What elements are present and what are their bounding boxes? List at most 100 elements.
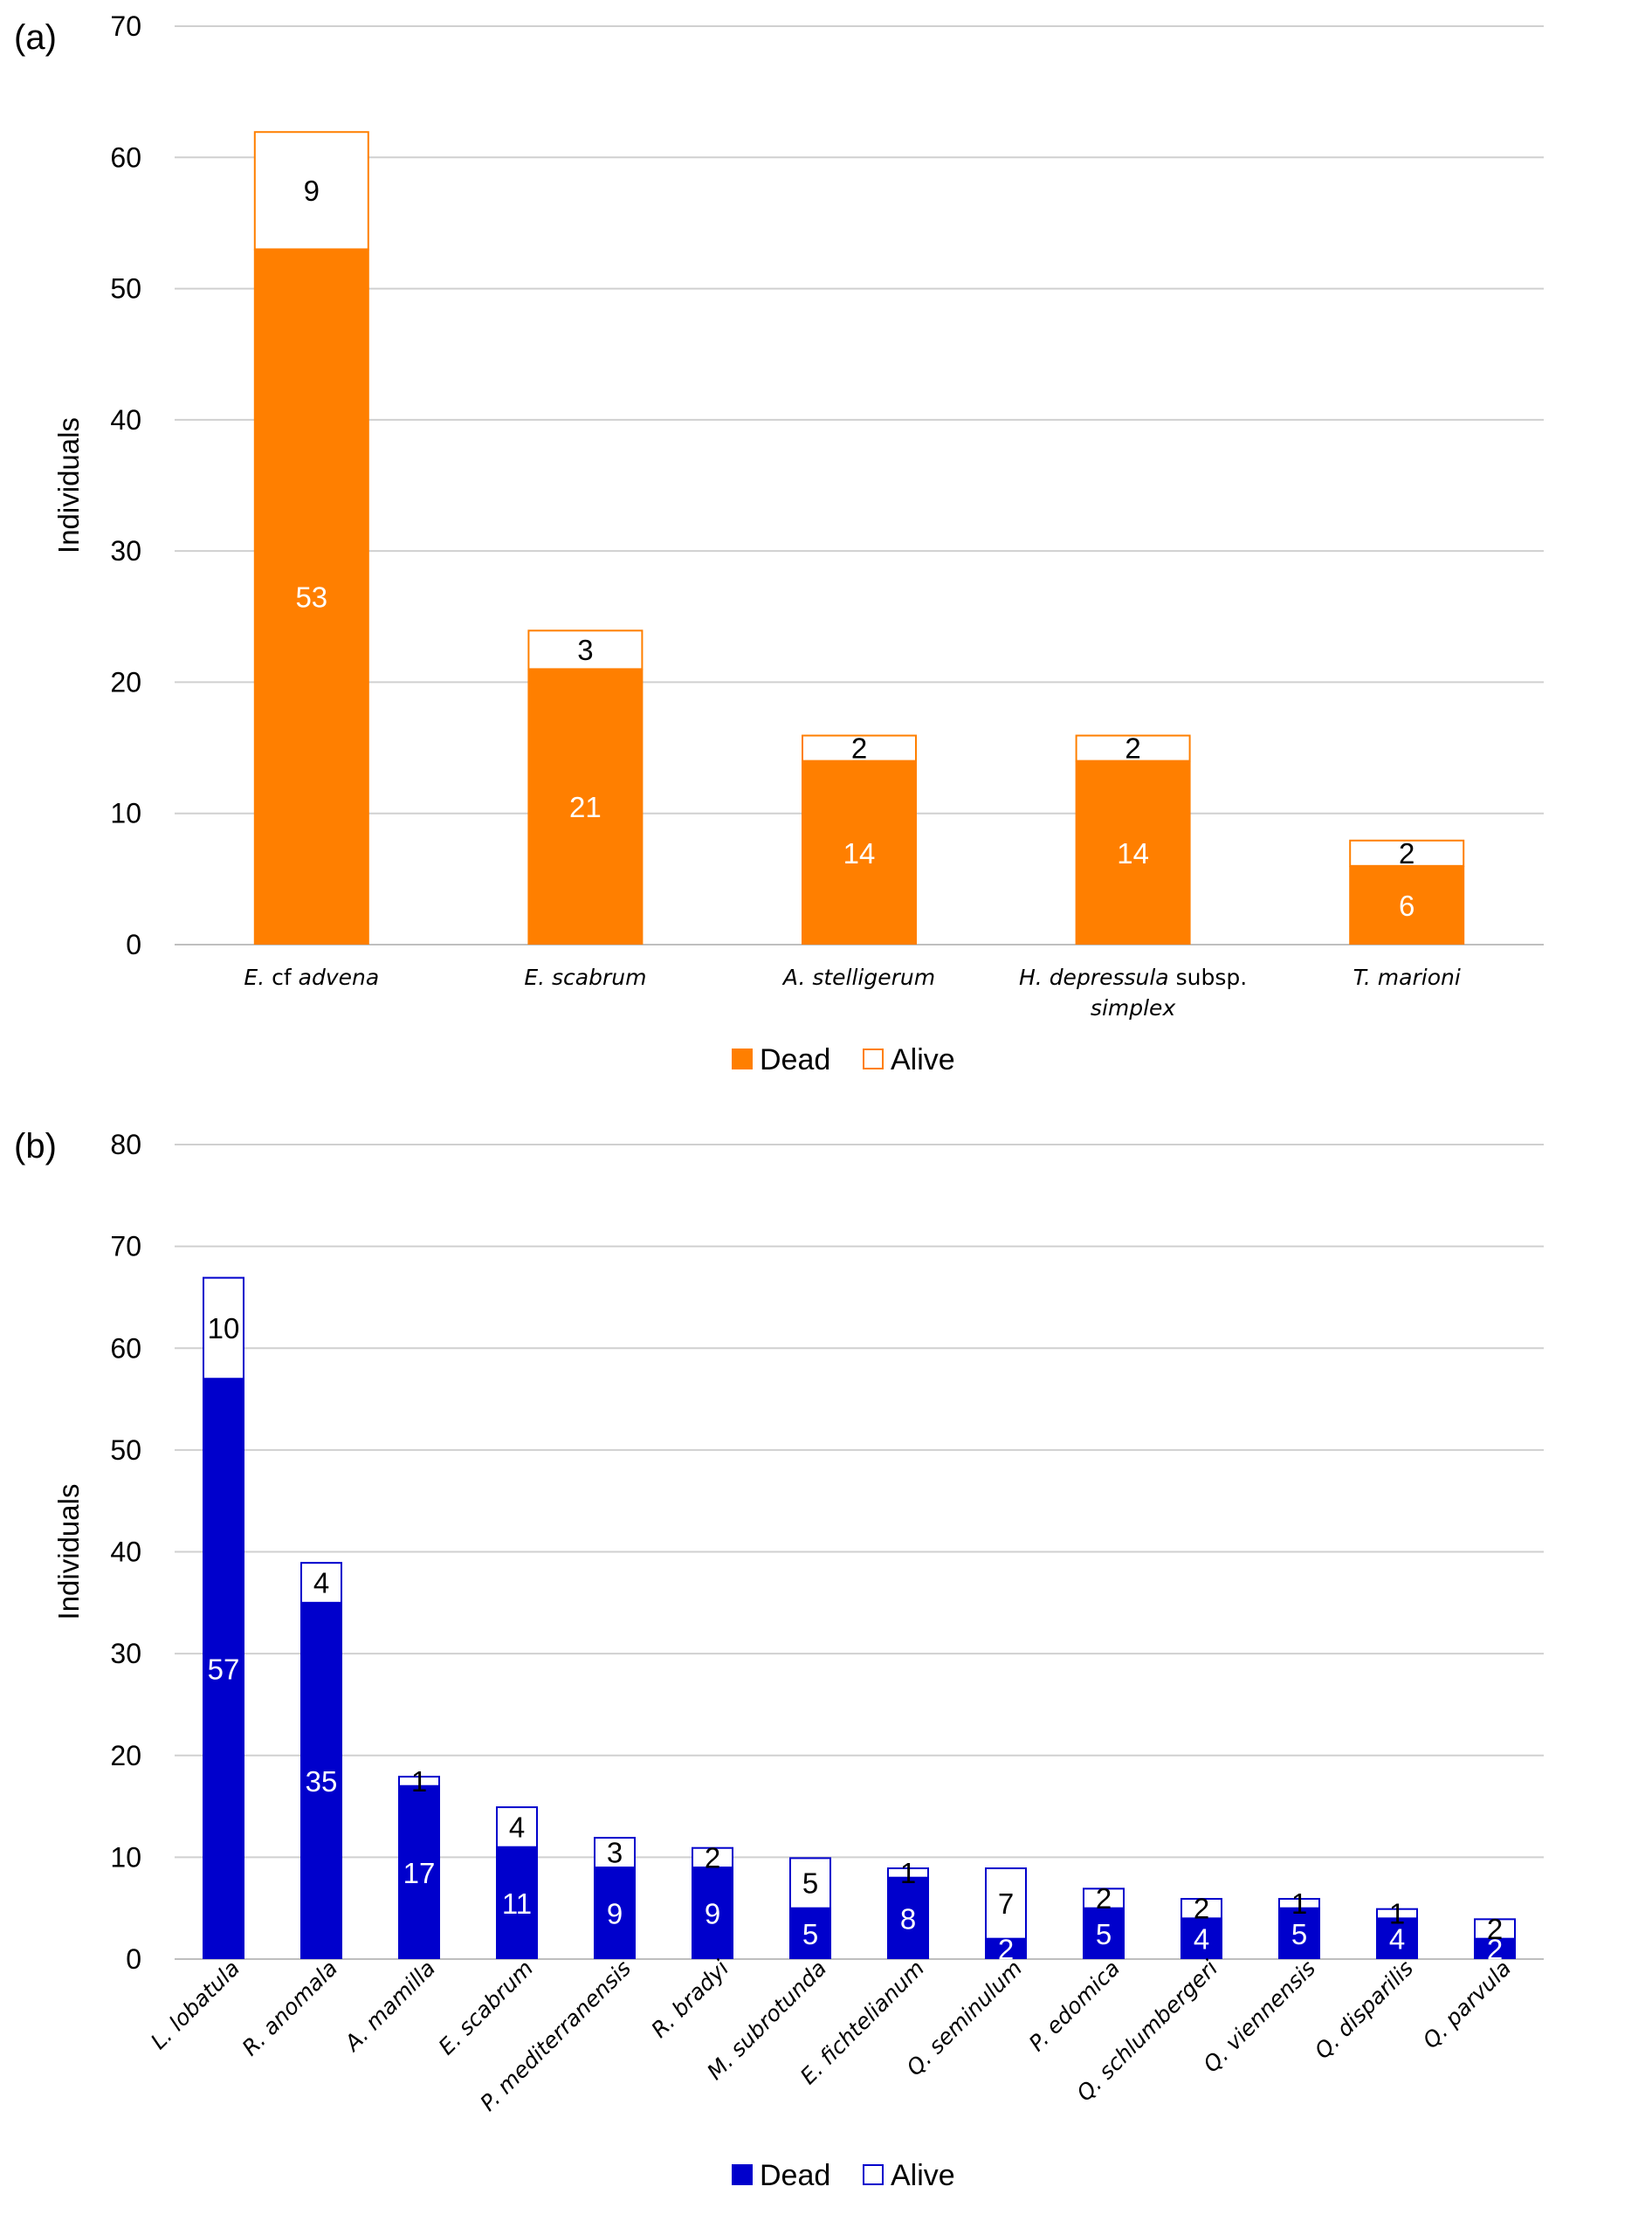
- data-label-dead: 9: [705, 1898, 720, 1930]
- bar-alive-r-bradyi: [692, 1846, 733, 1869]
- data-label-dead: 5: [1096, 1918, 1112, 1950]
- data-label-dead: 53: [295, 581, 327, 614]
- bar-dead-e-cf-advena: [253, 249, 369, 945]
- data-label-alive: 1: [1389, 1898, 1405, 1930]
- data-label-dead: 4: [1389, 1923, 1405, 1956]
- y-tick-label: 50: [110, 1434, 141, 1466]
- data-label-alive: 5: [802, 1867, 818, 1900]
- y-tick-label: 40: [110, 404, 141, 436]
- x-tick-label-line2: simplex: [1091, 995, 1176, 1021]
- bar-alive-a-mamilla: [398, 1776, 440, 1787]
- y-tick-label: 20: [110, 666, 141, 698]
- data-label-alive: 2: [1194, 1893, 1209, 1925]
- legend-label-alive: Alive: [891, 2159, 955, 2192]
- bar-dead-e-scabrum: [527, 669, 644, 945]
- legend-swatch-alive: [863, 1049, 884, 1069]
- legend: Dead Alive: [732, 1043, 955, 1076]
- data-label-alive: 2: [705, 1841, 720, 1874]
- bar-dead-q-disparilis: [1376, 1918, 1418, 1959]
- data-label-alive: 4: [509, 1811, 525, 1843]
- bar-alive-r-anomala: [300, 1562, 342, 1604]
- data-label-dead: 5: [1291, 1918, 1307, 1950]
- data-label-alive: 3: [577, 634, 593, 666]
- legend-label-dead: Dead: [760, 1043, 830, 1076]
- bar-alive-e-scabrum: [527, 629, 644, 670]
- data-label-alive: 7: [998, 1887, 1014, 1920]
- bar-alive-e-cf-advena: [253, 131, 369, 251]
- bar-dead-q-viennensis: [1278, 1908, 1320, 1959]
- bar-alive-m-subrotunda: [789, 1857, 831, 1909]
- bar-dead-h-depressula-subsp-simplex: [1075, 760, 1191, 945]
- x-tick-label: T. marioni: [1353, 965, 1461, 990]
- legend: Dead Alive: [732, 2159, 955, 2192]
- legend-swatch-alive: [863, 2164, 884, 2185]
- data-label-dead: 17: [403, 1857, 436, 1889]
- data-label-dead: 5: [802, 1918, 818, 1950]
- y-tick-label: 30: [110, 1638, 141, 1669]
- data-label-dead: 8: [900, 1902, 916, 1935]
- bar-dead-m-subrotunda: [789, 1908, 831, 1959]
- legend-label-dead: Dead: [760, 2159, 830, 2192]
- y-axis-label: Individuals: [52, 417, 85, 554]
- bar-dead-e-fichtelianum: [887, 1877, 929, 1959]
- x-tick-label: R. bradyi: [646, 1956, 733, 2043]
- x-tick-label: Q. disparilis: [1310, 1956, 1418, 2064]
- data-label-dead: 35: [306, 1765, 338, 1798]
- bar-alive-q-seminulum: [985, 1867, 1027, 1940]
- x-tick-label: A. mamilla: [339, 1956, 440, 2057]
- data-label-alive: 2: [1487, 1913, 1503, 1945]
- y-tick-label: 0: [126, 929, 141, 960]
- data-label-alive: 2: [851, 732, 867, 765]
- bar-dead-r-anomala: [300, 1602, 342, 1959]
- legend-swatch-dead: [732, 2164, 753, 2185]
- data-label-dead: 4: [1194, 1923, 1209, 1956]
- x-tick-label: P. edomica: [1024, 1956, 1125, 2057]
- bar-alive-h-depressula-subsp-simplex: [1075, 734, 1191, 762]
- panel-label: (a): [14, 18, 57, 57]
- bar-alive-q-parvula: [1474, 1918, 1516, 1940]
- bar-alive-e-scabrum: [496, 1806, 538, 1848]
- x-tick-label: Q. parvula: [1418, 1956, 1516, 2053]
- y-tick-label: 30: [110, 535, 141, 567]
- y-tick-label: 40: [110, 1537, 141, 1568]
- bar-alive-q-schlumbergeri: [1180, 1898, 1222, 1920]
- data-label-alive: 1: [1291, 1887, 1307, 1920]
- bar-dead-t-marioni: [1349, 865, 1465, 945]
- bar-dead-a-mamilla: [398, 1785, 440, 1959]
- bar-dead-r-bradyi: [692, 1867, 733, 1959]
- bar-dead-p-edomica: [1083, 1908, 1125, 1959]
- x-tick-label: E. cf advena: [244, 965, 379, 990]
- y-tick-label: 70: [110, 1231, 141, 1262]
- y-tick-label: 60: [110, 1332, 141, 1364]
- bar-alive-e-fichtelianum: [887, 1867, 929, 1879]
- data-label-dead: 2: [1487, 1933, 1503, 1965]
- x-tick-label: H. depressula subsp.: [1019, 965, 1247, 990]
- x-tick-label: E. scabrum: [524, 965, 646, 990]
- data-label-dead: 9: [607, 1898, 623, 1930]
- bar-alive-l-lobatula: [203, 1276, 244, 1380]
- bar-dead-q-parvula: [1474, 1938, 1516, 1959]
- y-axis-label: Individuals: [52, 1484, 85, 1620]
- x-tick-label: L. lobatula: [146, 1956, 244, 2054]
- data-label-alive: 4: [313, 1566, 329, 1599]
- data-label-dead: 14: [843, 837, 876, 870]
- bar-alive-q-viennensis: [1278, 1898, 1320, 1909]
- y-tick-label: 80: [110, 1129, 141, 1160]
- data-label-alive: 2: [1125, 732, 1140, 765]
- x-tick-label: E. scabrum: [434, 1956, 539, 2060]
- data-label-alive: 10: [208, 1312, 240, 1344]
- y-tick-label: 10: [110, 1841, 141, 1873]
- bar-dead-l-lobatula: [203, 1379, 244, 1959]
- bar-dead-q-seminulum: [985, 1938, 1027, 1959]
- y-tick-label: 50: [110, 273, 141, 305]
- y-tick-label: 60: [110, 141, 141, 173]
- panel-label: (b): [14, 1127, 57, 1165]
- y-tick-label: 10: [110, 798, 141, 829]
- bar-dead-p-mediterranensis: [594, 1867, 636, 1959]
- data-label-dead: 2: [998, 1933, 1014, 1965]
- bar-dead-a-stelligerum: [802, 760, 917, 945]
- y-tick-label: 70: [110, 10, 141, 42]
- data-label-dead: 21: [569, 791, 602, 823]
